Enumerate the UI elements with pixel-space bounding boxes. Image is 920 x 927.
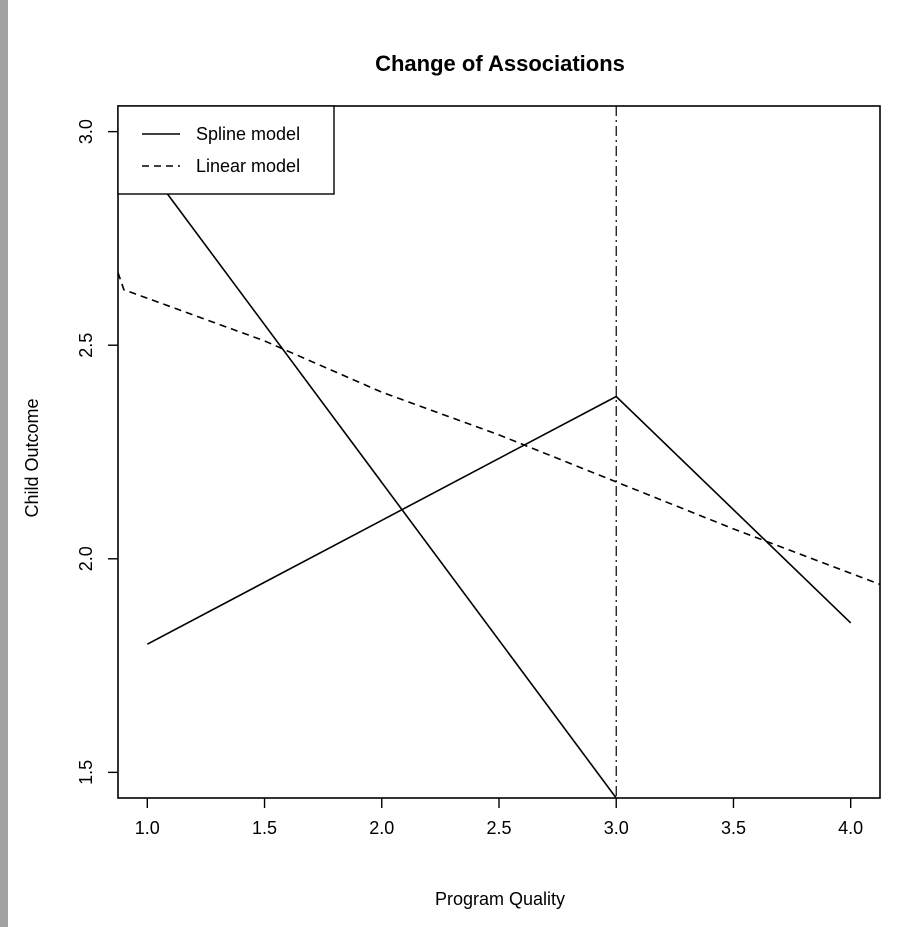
x-tick-label-6: 3.5 <box>721 818 746 838</box>
legend: Spline model Linear model <box>117 105 335 195</box>
x-tick-label-1: 1.0 <box>135 818 160 838</box>
x-tick-label-2: 1.5 <box>252 818 277 838</box>
y-tick-label-3: 2.5 <box>76 333 96 358</box>
legend-label-1: Spline model <box>196 124 300 144</box>
x-axis-label: Program Quality <box>435 889 565 909</box>
series-line-1-segment-1 <box>146 395 852 645</box>
plot-marks <box>117 106 881 799</box>
y-axis-label: Child Outcome <box>22 398 42 517</box>
legend-label-2: Linear model <box>196 156 300 176</box>
series-line-1-segment-2 <box>117 126 617 799</box>
x-tick-label-7: 4.0 <box>838 818 863 838</box>
chart-title: Change of Associations <box>375 51 625 76</box>
axes: 1.0 1.5 2.0 2.5 3.0 3.5 4.0 1.5 2.0 2.5 3.0 <box>76 105 881 838</box>
y-tick-label-2: 2.0 <box>76 546 96 571</box>
series-line-2-segment-1 <box>117 272 881 586</box>
chart-panel: Change of Associations Program Quality C… <box>8 0 920 927</box>
x-tick-label-5: 3.0 <box>604 818 629 838</box>
y-tick-label-4: 3.0 <box>76 119 96 144</box>
line-chart: Change of Associations Program Quality C… <box>22 51 881 909</box>
legend-box <box>117 105 335 195</box>
plot-frame <box>117 105 881 799</box>
x-tick-label-4: 2.5 <box>486 818 511 838</box>
y-tick-label-1: 1.5 <box>76 760 96 785</box>
x-tick-label-3: 2.0 <box>369 818 394 838</box>
